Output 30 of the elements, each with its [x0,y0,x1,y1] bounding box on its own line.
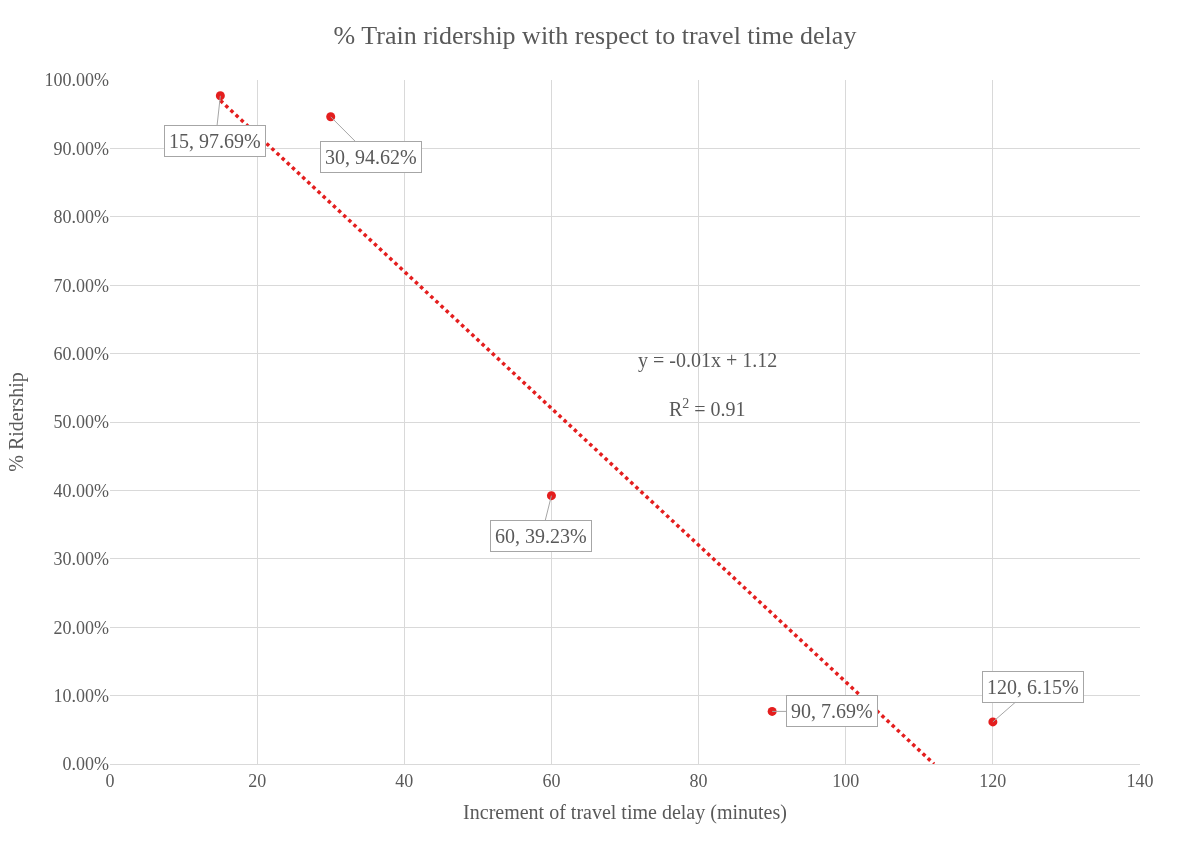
y-tick-label: 80.00% [53,207,109,228]
y-tick-label: 50.00% [53,412,109,433]
annotation: R$^{2}$ = 0.91 [669,396,746,421]
x-tick-label: 120 [979,770,1007,791]
y-tick-label: 60.00% [53,343,109,364]
x-tick-label: 80 [689,770,708,791]
y-tick-label: 90.00% [53,138,109,159]
annotation: y = -0.01x + 1.12 [638,349,778,372]
y-tick-label: 30.00% [53,549,109,570]
x-tick-label: 140 [1126,770,1154,791]
chart-title: % Train ridership with respect to travel time delay [333,20,857,50]
x-tick-label: 20 [248,770,267,791]
data-label: 30, 94.62% [325,146,417,168]
point [767,706,777,716]
y-tick-label: 20.00% [53,617,109,638]
y-axis-title: % Ridership [5,372,28,472]
y-tick-label: 10.00% [53,685,109,706]
data-label: 60, 39.23% [495,525,587,547]
y-tick-label: 40.00% [53,480,109,501]
data-label: 15, 97.69% [169,130,261,152]
point [326,112,336,122]
point [546,491,556,501]
data-label: 120, 6.15% [987,676,1079,698]
x-tick-label: 40 [395,770,414,791]
x-tick-label: 60 [542,770,561,791]
data-label: 90, 7.69% [791,700,873,722]
y-tick-label: 100.00% [44,70,109,91]
x-axis-title: Increment of travel time delay (minutes) [463,801,787,825]
x-tick-label: 100 [832,770,860,791]
y-tick-label: 70.00% [53,275,109,296]
